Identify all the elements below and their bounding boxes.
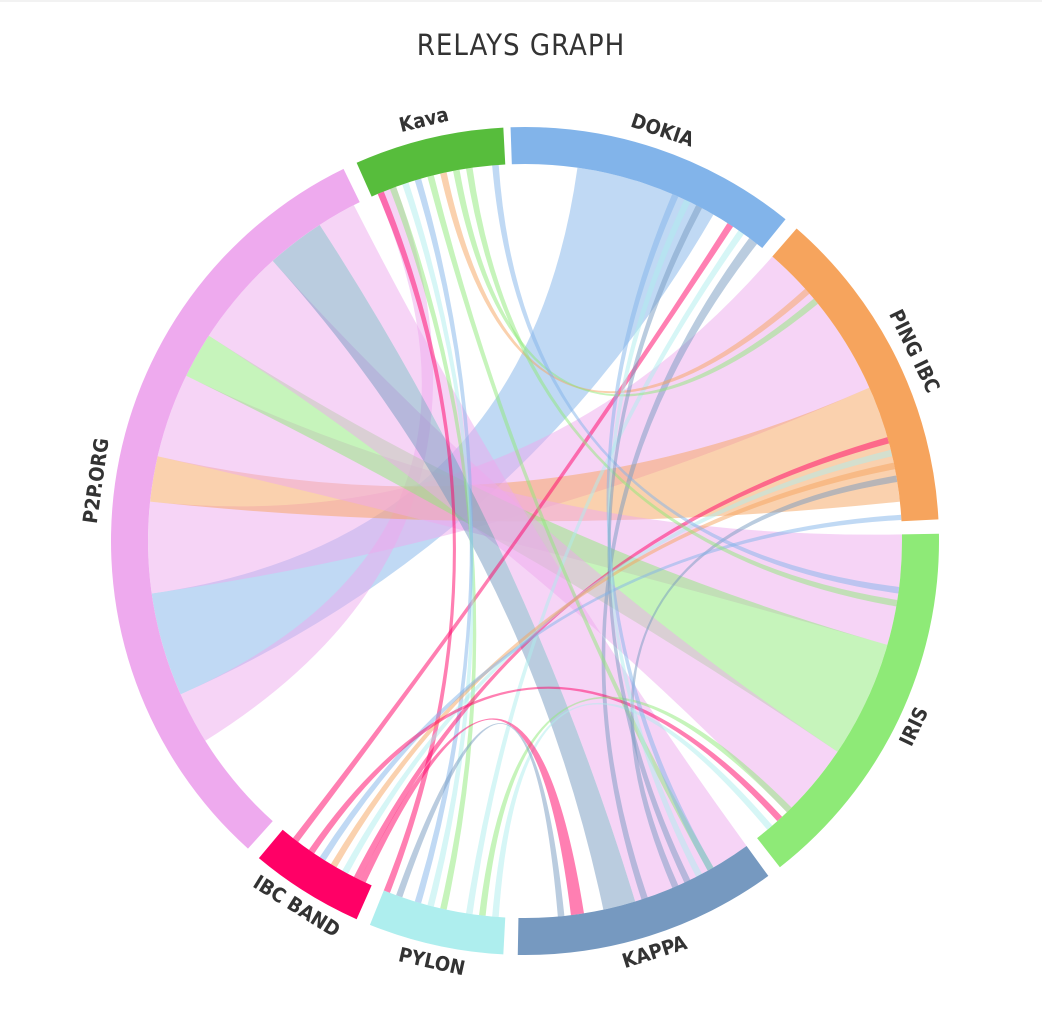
ribbon-14[interactable] xyxy=(414,178,474,904)
ribbon-9[interactable] xyxy=(292,223,734,843)
group-arc-dokia[interactable] xyxy=(510,126,786,249)
group-arc-pylon[interactable] xyxy=(369,890,506,955)
chart-title: RELAYS GRAPH xyxy=(416,28,626,62)
ribbon-32[interactable] xyxy=(607,199,702,877)
group-arc-p2p-org[interactable] xyxy=(111,168,360,849)
group-label-kava: Kava xyxy=(397,102,451,137)
ribbon-24[interactable] xyxy=(308,686,783,854)
group-label-p2p-org: P2P.ORG xyxy=(78,436,114,524)
group-arc-ping-ibc[interactable] xyxy=(772,228,939,522)
ribbon-33[interactable] xyxy=(607,205,702,883)
top-border xyxy=(0,0,1042,2)
ribbon-22[interactable] xyxy=(630,475,898,889)
group-arc-kappa[interactable] xyxy=(517,846,769,956)
groups-layer xyxy=(111,126,940,956)
group-arc-iris[interactable] xyxy=(757,533,940,868)
ribbon-1[interactable] xyxy=(180,186,434,741)
ribbons-layer xyxy=(148,164,902,918)
ribbon-7[interactable] xyxy=(272,224,636,910)
group-arc-ibc-band[interactable] xyxy=(258,829,372,920)
ribbon-30[interactable] xyxy=(396,723,565,917)
group-arc-kava[interactable] xyxy=(356,127,506,197)
ribbon-25[interactable] xyxy=(492,702,773,918)
